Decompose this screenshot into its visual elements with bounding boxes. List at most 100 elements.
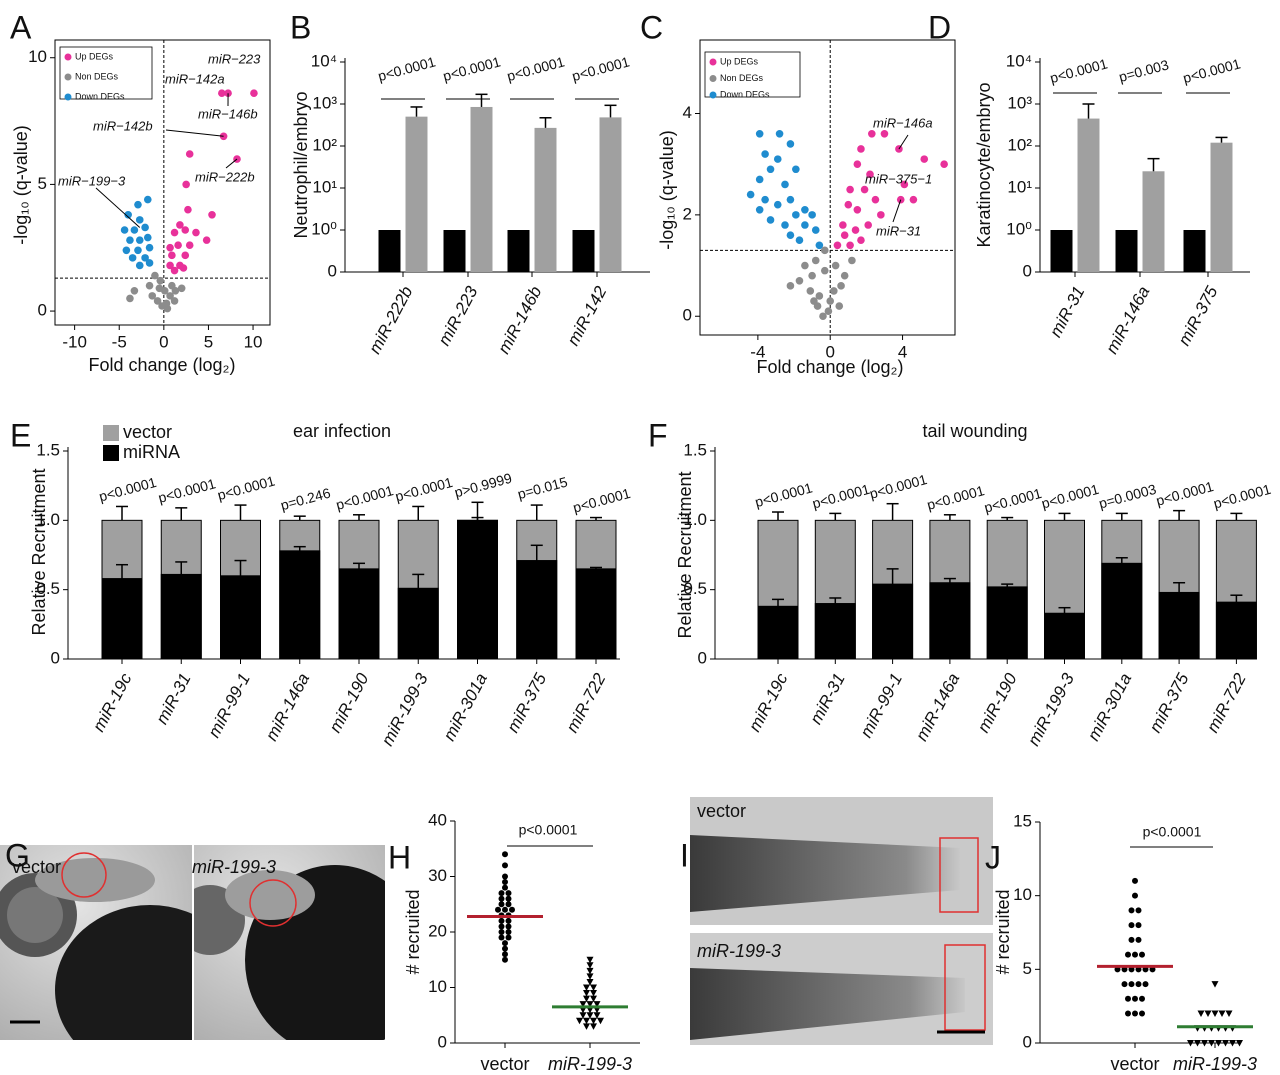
p-value: p<0.0001 — [1181, 55, 1242, 86]
point — [1135, 922, 1142, 929]
bar — [160, 573, 202, 660]
point — [1194, 1040, 1201, 1047]
point — [909, 195, 918, 204]
point — [773, 200, 782, 209]
y-tick-label: 30 — [428, 866, 447, 885]
point — [590, 1023, 597, 1030]
y-tick-label: 0 — [683, 306, 692, 325]
point — [586, 973, 594, 980]
point — [505, 890, 512, 897]
legend-swatch — [103, 425, 119, 441]
x-tick-label: miR-722 — [1203, 670, 1250, 736]
point — [166, 243, 174, 252]
x-tick-label: miR-301a — [440, 670, 491, 744]
legend-swatch — [64, 93, 72, 101]
y-axis-label: Karatinocyte/embryo — [974, 82, 994, 247]
plot-frame — [699, 39, 956, 336]
point — [1128, 907, 1135, 914]
p-value: p<0.0001 — [1154, 478, 1215, 509]
point — [168, 281, 176, 290]
point — [792, 165, 800, 174]
x-tick-label: miR-223 — [435, 283, 482, 349]
point — [586, 962, 594, 969]
x-tick-label: miR-31 — [806, 670, 849, 727]
point — [586, 1001, 594, 1008]
photo-label: miR-199-3 — [192, 857, 276, 877]
point — [181, 251, 190, 260]
bar — [534, 127, 557, 272]
point — [498, 917, 505, 924]
point — [498, 890, 505, 897]
panel-letter: C — [640, 9, 663, 45]
point — [143, 233, 152, 242]
point — [182, 180, 190, 189]
point — [583, 995, 590, 1003]
point — [179, 264, 188, 272]
point — [792, 211, 800, 219]
x-tick-label: miR-301a — [1084, 670, 1135, 744]
y-tick-label: 1.0 — [36, 510, 60, 529]
point — [1132, 1010, 1138, 1017]
annotation-line — [898, 134, 909, 150]
point — [766, 216, 775, 224]
point — [502, 862, 508, 869]
x-tick-label: 0 — [159, 332, 168, 351]
point — [141, 223, 149, 232]
annotation: miR−146a — [873, 115, 933, 130]
point — [576, 1017, 583, 1025]
point — [1208, 1040, 1215, 1047]
p-value: p<0.0001 — [156, 475, 217, 506]
point — [583, 1023, 590, 1030]
point — [808, 211, 816, 219]
x-tick-label: miR-222b — [365, 283, 416, 357]
point — [1187, 1040, 1194, 1047]
point — [868, 129, 876, 138]
point — [840, 271, 849, 280]
bar — [101, 578, 143, 660]
x-tick-label: miR-375 — [1146, 670, 1193, 736]
y-axis-label: -log₁₀ (q-value) — [11, 125, 31, 245]
point — [773, 155, 782, 163]
point — [866, 170, 874, 179]
point — [498, 934, 505, 941]
x-tick-label: miR-199-3 — [1024, 670, 1078, 749]
y-tick-label: 0 — [51, 648, 60, 667]
x-tick-label: 10 — [244, 332, 263, 351]
point — [134, 200, 142, 209]
point — [579, 1001, 587, 1008]
bar — [575, 568, 617, 660]
bar — [814, 603, 856, 660]
p-value: p<0.0001 — [1143, 824, 1202, 840]
y-tick-label: 10¹ — [1007, 177, 1032, 196]
y-axis-label: # recruited — [993, 889, 1013, 974]
point — [1132, 877, 1138, 884]
p-value: p<0.0001 — [868, 471, 929, 502]
point — [1215, 1040, 1222, 1047]
point — [593, 1012, 601, 1019]
photo-label: vector — [697, 801, 746, 821]
point — [586, 956, 594, 964]
y-tick-label: 5 — [38, 174, 47, 193]
point — [820, 266, 829, 275]
x-tick-label: miR-199-3 — [548, 1054, 632, 1074]
legend-swatch — [64, 73, 72, 81]
annotation: miR−199−3 — [58, 173, 126, 188]
y-tick-label: 0 — [1023, 261, 1032, 280]
point — [819, 312, 827, 321]
point — [134, 246, 142, 255]
point — [755, 206, 764, 214]
point — [840, 231, 849, 239]
y-tick-label: 0 — [38, 301, 47, 320]
bar — [338, 568, 380, 660]
point — [1125, 995, 1131, 1002]
annotation-line — [892, 199, 902, 223]
point — [1201, 1040, 1208, 1047]
x-tick-label: miR-190 — [326, 670, 373, 736]
point — [170, 297, 179, 305]
point — [830, 287, 838, 295]
point — [502, 873, 508, 880]
point — [170, 266, 179, 275]
point — [148, 292, 157, 300]
point — [755, 175, 764, 184]
